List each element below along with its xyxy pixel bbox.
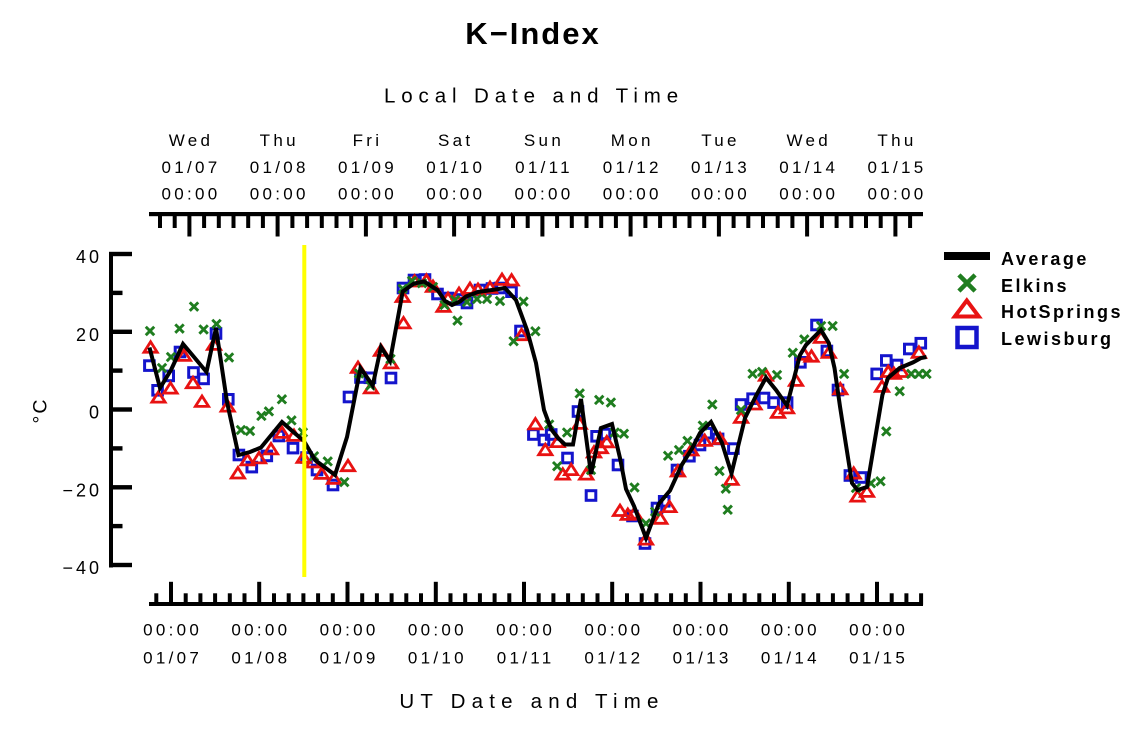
svg-text:00:00: 00:00 [231, 621, 290, 640]
svg-text:00:00: 00:00 [338, 185, 397, 204]
svg-text:Sun: Sun [524, 131, 564, 150]
svg-text:00:00: 00:00 [779, 185, 838, 204]
svg-text:01/08: 01/08 [231, 649, 290, 668]
svg-text:00:00: 00:00 [514, 185, 573, 204]
svg-text:Thu: Thu [877, 131, 916, 150]
svg-text:20: 20 [76, 325, 102, 345]
svg-text:00:00: 00:00 [867, 185, 926, 204]
svg-text:00:00: 00:00 [849, 621, 908, 640]
svg-text:00:00: 00:00 [320, 621, 379, 640]
svg-text:01/11: 01/11 [497, 649, 555, 668]
svg-text:−20: −20 [62, 480, 102, 500]
svg-text:00:00: 00:00 [496, 621, 555, 640]
svg-text:Sat: Sat [438, 131, 473, 150]
svg-text:01/09: 01/09 [320, 649, 379, 668]
svg-text:01/08: 01/08 [250, 158, 309, 177]
svg-text:01/07: 01/07 [161, 158, 220, 177]
svg-text:01/13: 01/13 [673, 649, 732, 668]
svg-text:00:00: 00:00 [691, 185, 750, 204]
svg-text:01/15: 01/15 [849, 649, 908, 668]
svg-text:01/14: 01/14 [761, 649, 820, 668]
svg-text:00:00: 00:00 [603, 185, 662, 204]
svg-text:01/12: 01/12 [584, 649, 643, 668]
svg-text:Wed: Wed [786, 131, 831, 150]
svg-text:40: 40 [76, 247, 102, 267]
svg-text:01/11: 01/11 [515, 158, 573, 177]
svg-text:K−Index: K−Index [465, 16, 600, 51]
svg-text:Fri: Fri [353, 131, 383, 150]
svg-text:00:00: 00:00 [673, 621, 732, 640]
svg-text:01/15: 01/15 [867, 158, 926, 177]
svg-text:01/13: 01/13 [691, 158, 750, 177]
svg-text:Tue: Tue [701, 131, 740, 150]
svg-text:0: 0 [89, 403, 102, 423]
svg-text:01/14: 01/14 [779, 158, 838, 177]
svg-text:00:00: 00:00 [584, 621, 643, 640]
svg-text:00:00: 00:00 [250, 185, 309, 204]
svg-text:UT Date and Time: UT Date and Time [399, 690, 664, 713]
svg-text:00:00: 00:00 [426, 185, 485, 204]
svg-text:−40: −40 [62, 558, 102, 578]
svg-text:Thu: Thu [260, 131, 299, 150]
svg-text:Wed: Wed [169, 131, 214, 150]
svg-text:Average: Average [1001, 249, 1089, 269]
svg-text:00:00: 00:00 [143, 621, 202, 640]
svg-text:01/10: 01/10 [408, 649, 467, 668]
svg-text:01/07: 01/07 [143, 649, 202, 668]
svg-text:Lewisburg: Lewisburg [1001, 329, 1114, 349]
svg-text:00:00: 00:00 [408, 621, 467, 640]
svg-text:00:00: 00:00 [761, 621, 820, 640]
svg-text:01/10: 01/10 [426, 158, 485, 177]
svg-text:00:00: 00:00 [161, 185, 220, 204]
svg-text:01/12: 01/12 [603, 158, 662, 177]
svg-text:°C: °C [30, 398, 52, 424]
svg-text:01/09: 01/09 [338, 158, 397, 177]
svg-text:Local Date and Time: Local Date and Time [384, 85, 684, 108]
svg-text:Mon: Mon [611, 131, 654, 150]
svg-text:Elkins: Elkins [1001, 276, 1069, 296]
svg-text:HotSprings: HotSprings [1001, 302, 1123, 322]
